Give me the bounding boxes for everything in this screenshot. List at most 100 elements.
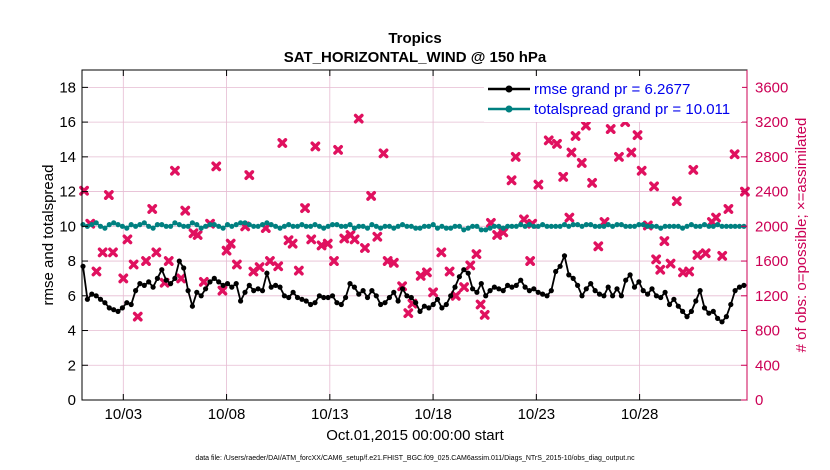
totalspread-point <box>535 223 541 229</box>
rmse-point <box>723 314 730 320</box>
obs-count-stroke <box>651 254 662 265</box>
obs-count-stroke <box>605 124 616 134</box>
x-tick-label: 10/18 <box>414 406 452 423</box>
obs-count-stroke <box>519 214 529 225</box>
rmse-point <box>570 275 576 281</box>
obs-count-point <box>403 308 414 319</box>
obs-count-point <box>632 130 643 141</box>
obs-count-stroke <box>684 266 695 277</box>
obs-count-stroke <box>525 256 536 266</box>
totalspread-point <box>391 225 397 231</box>
totalspread-point <box>579 223 585 229</box>
totalspread-point <box>732 223 738 229</box>
obs-count-stroke <box>570 131 581 141</box>
totalspread-point <box>505 223 511 229</box>
obs-count-point <box>626 147 637 158</box>
rmse-point <box>710 308 716 314</box>
totalspread-point <box>518 222 524 228</box>
totalspread-point <box>500 225 506 231</box>
rmse-point <box>251 288 257 294</box>
obs-count-point <box>333 144 343 155</box>
rmse-point <box>338 301 344 308</box>
obs-count-stroke <box>688 164 699 175</box>
obs-count-point <box>581 120 591 131</box>
totalspread-point <box>334 222 340 228</box>
obs-count-point <box>211 161 222 172</box>
obs-count-stroke <box>566 147 577 158</box>
obs-count-point <box>300 203 310 213</box>
obs-count-point <box>711 212 721 223</box>
legend-rmse-marker <box>505 85 513 93</box>
obs-count-stroke <box>225 238 236 249</box>
rmse-point <box>645 291 651 297</box>
obs-count-stroke <box>678 267 688 278</box>
y2-tick-label: 2000 <box>755 218 788 235</box>
totalspread-point <box>605 222 611 228</box>
obs-count-stroke <box>141 256 151 266</box>
obs-count-stroke <box>147 204 158 214</box>
x-axis-label: Oct.01,2015 00:00:00 start <box>326 427 504 444</box>
obs-count-stroke <box>170 165 180 176</box>
rmse-point <box>675 303 681 309</box>
rmse-point <box>80 263 86 269</box>
totalspread-point <box>439 223 445 229</box>
obs-count-stroke <box>265 256 275 266</box>
totalspread-point <box>474 223 480 229</box>
obs-count-stroke <box>366 191 377 201</box>
rmse-point <box>522 284 528 290</box>
obs-count-stroke <box>132 311 143 322</box>
totalspread-point <box>203 223 209 229</box>
obs-count-stroke <box>403 308 414 319</box>
totalspread-point <box>321 225 327 231</box>
obs-count-stroke <box>192 230 203 240</box>
totalspread-point <box>168 223 174 229</box>
rmse-point <box>605 284 611 290</box>
rmse-point <box>491 284 497 290</box>
obs-count-point <box>180 205 191 216</box>
obs-count-stroke <box>486 217 496 228</box>
totalspread-point <box>137 222 143 228</box>
obs-count-point <box>103 190 114 200</box>
rmse-point <box>172 275 178 281</box>
obs-count-stroke <box>310 141 321 152</box>
totalspread-point <box>526 222 533 228</box>
totalspread-point <box>588 222 594 228</box>
y-tick-label: 18 <box>59 79 76 96</box>
totalspread-point <box>531 223 537 229</box>
rmse-point <box>509 284 515 290</box>
y2-tick-label: 2800 <box>755 149 788 166</box>
legend-spread-marker <box>505 105 513 113</box>
totalspread-point <box>456 223 462 229</box>
totalspread-point <box>386 223 392 229</box>
obs-count-point <box>163 256 174 266</box>
obs-count-stroke <box>300 203 310 213</box>
obs-count-point <box>192 230 203 240</box>
totalspread-point <box>185 223 191 229</box>
rmse-point <box>649 286 655 292</box>
totalspread-point <box>286 222 292 228</box>
obs-count-stroke <box>388 257 399 268</box>
rmse-point <box>128 301 134 308</box>
rmse-point <box>163 277 169 283</box>
obs-count-stroke <box>479 309 490 320</box>
totalspread-point <box>364 225 371 231</box>
rmse-point <box>614 286 620 292</box>
obs-count-stroke <box>217 285 228 296</box>
obs-count-point <box>510 151 521 162</box>
obs-count-point <box>684 266 695 277</box>
rmse-point <box>561 253 568 259</box>
totalspread-point <box>264 220 270 226</box>
obs-count-stroke <box>372 231 383 242</box>
totalspread-point <box>133 223 139 229</box>
totalspread-point <box>540 222 546 228</box>
rmse-point <box>728 301 734 308</box>
y2-tick-label: 1600 <box>755 253 788 270</box>
totalspread-point <box>356 223 362 229</box>
rmse-point <box>154 275 160 281</box>
rmse-point <box>461 267 467 273</box>
obs-count-point <box>558 171 569 182</box>
rmse-point <box>662 289 668 295</box>
obs-count-stroke <box>692 250 703 260</box>
y-tick-label: 8 <box>68 253 76 270</box>
obs-count-stroke <box>151 247 162 258</box>
